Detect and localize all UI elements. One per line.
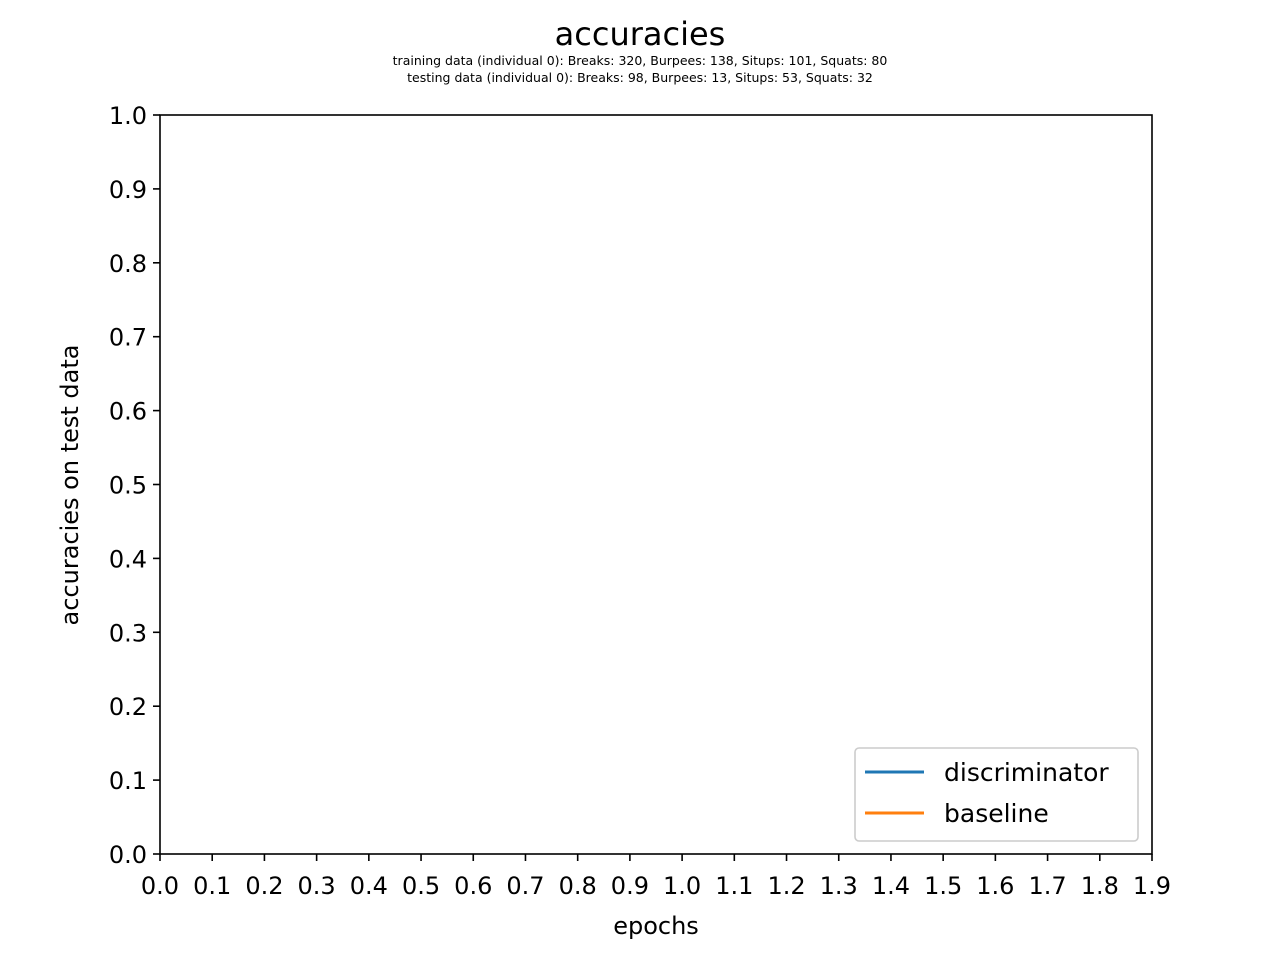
chart-subtitle-line-2: testing data (individual 0): Breaks: 98,… <box>407 70 873 85</box>
y-tick-label: 0.1 <box>109 767 147 795</box>
legend-box <box>854 747 1139 842</box>
legend-label-baseline: baseline <box>944 799 1049 828</box>
x-tick-label: 1.4 <box>872 872 910 900</box>
y-tick-label: 0.4 <box>109 545 147 573</box>
x-tick-label: 1.0 <box>663 872 701 900</box>
x-tick-label: 1.3 <box>820 872 858 900</box>
y-axis: 0.0 0.1 0.2 0.3 0.4 0.5 0.6 0.7 0.8 0.9 1.0 <box>109 102 160 869</box>
x-tick-label: 1.6 <box>976 872 1014 900</box>
x-tick-label: 1.7 <box>1028 872 1066 900</box>
plot-frame <box>159 114 1153 855</box>
x-tick-label: 0.0 <box>141 872 179 900</box>
legend: discriminator baseline <box>854 747 1139 842</box>
x-tick-label: 1.1 <box>715 872 753 900</box>
x-tick-label: 0.8 <box>559 872 597 900</box>
x-tick-label: 1.5 <box>924 872 962 900</box>
plot-area <box>159 114 1153 855</box>
y-tick-label: 0.5 <box>109 472 147 500</box>
x-tick-label: 0.6 <box>454 872 492 900</box>
x-axis-label: epochs <box>613 912 699 940</box>
y-tick-label: 0.8 <box>109 250 147 278</box>
chart-title: accuracies <box>555 15 726 53</box>
x-tick-label: 0.2 <box>245 872 283 900</box>
x-tick-label: 0.4 <box>350 872 388 900</box>
y-tick-label: 0.7 <box>109 324 147 352</box>
x-tick-label: 0.5 <box>402 872 440 900</box>
y-tick-label: 0.3 <box>109 619 147 647</box>
legend-label-discriminator: discriminator <box>944 758 1109 787</box>
x-tick-label: 0.7 <box>506 872 544 900</box>
y-tick-label: 0.6 <box>109 398 147 426</box>
y-axis-label: accuracies on test data <box>56 345 84 626</box>
y-tick-label: 0.0 <box>109 841 147 869</box>
x-tick-label: 0.3 <box>298 872 336 900</box>
y-tick-label: 0.9 <box>109 176 147 204</box>
x-tick-label: 1.9 <box>1133 872 1171 900</box>
x-tick-label: 1.2 <box>767 872 805 900</box>
x-tick-label: 0.1 <box>193 872 231 900</box>
y-tick-label: 1.0 <box>109 102 147 130</box>
x-axis: 0.0 0.1 0.2 0.3 0.4 0.5 0.6 0.7 0.8 0.9 1.0 1.1 1.2 1… <box>141 854 1171 900</box>
y-tick-label: 0.2 <box>109 693 147 721</box>
x-tick-label: 1.8 <box>1081 872 1119 900</box>
chart-subtitle-line-1: training data (individual 0): Breaks: 32… <box>393 53 888 68</box>
x-tick-label: 0.9 <box>611 872 649 900</box>
